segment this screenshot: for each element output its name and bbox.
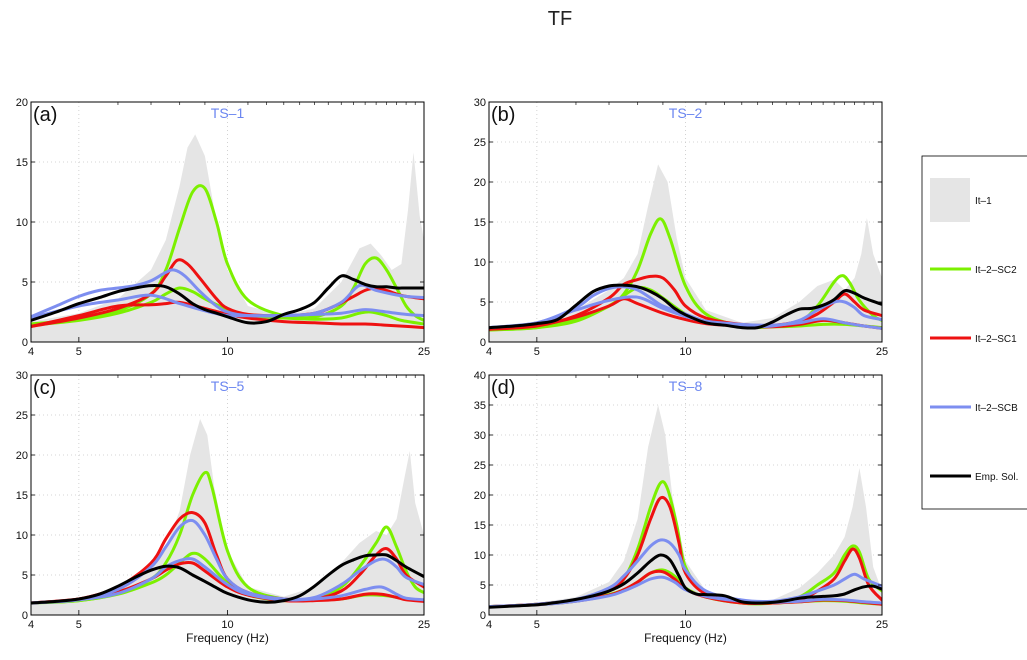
x-tick-label: 4 xyxy=(486,346,492,358)
y-tick-label: 0 xyxy=(480,337,486,349)
y-tick-label: 40 xyxy=(474,370,486,382)
legend-item-it-2-sc1: It–2–SC1 xyxy=(930,334,1017,345)
y-tick-label: 35 xyxy=(474,400,486,412)
series-line-it-2-scb xyxy=(489,295,882,330)
x-tick-label: 25 xyxy=(876,619,888,631)
x-tick-label: 10 xyxy=(221,619,233,631)
panel-3: 0 5 10 15 20 25 30 4 5 10 25 (c) TS–5 Frequency (Hz) xyxy=(16,370,430,645)
panel-title: TS–8 xyxy=(669,378,703,394)
series-line-it-2-scb xyxy=(489,538,882,609)
series-line-it-2-scb xyxy=(31,557,424,605)
y-tick-label: 0 xyxy=(22,610,28,622)
y-tick-label: 30 xyxy=(474,97,486,109)
panel-2: 0 5 10 15 20 25 30 4 5 10 25 (b) TS–2 xyxy=(474,97,888,358)
x-tick-label: 10 xyxy=(679,619,691,631)
series-group xyxy=(489,164,882,342)
y-tick-label: 0 xyxy=(22,337,28,349)
panel-title: TS–2 xyxy=(669,105,703,121)
series-line-emp-sol xyxy=(31,553,424,605)
y-tick-label: 30 xyxy=(16,370,28,382)
y-tick-label: 5 xyxy=(22,277,28,289)
series-line-it-2-scb xyxy=(31,518,424,605)
x-axis-label: Frequency (Hz) xyxy=(186,631,269,645)
legend-item-it-1: It–1 xyxy=(930,178,992,222)
x-tick-label: 4 xyxy=(28,346,34,358)
x-tick-label: 10 xyxy=(679,346,691,358)
series-group xyxy=(489,405,882,615)
x-tick-label: 25 xyxy=(418,346,430,358)
y-tick-label: 20 xyxy=(16,450,28,462)
panel-label: (d) xyxy=(491,377,515,399)
x-tick-label: 5 xyxy=(534,346,540,358)
y-tick-label: 5 xyxy=(480,580,486,592)
y-tick-label: 5 xyxy=(480,297,486,309)
panel-label: (b) xyxy=(491,104,515,126)
series-line-it-2-sc1 xyxy=(489,274,882,331)
legend-item-it-2-scb: It–2–SCB xyxy=(930,403,1018,414)
x-tick-label: 5 xyxy=(534,619,540,631)
x-tick-label: 25 xyxy=(876,346,888,358)
y-tick-label: 15 xyxy=(16,157,28,169)
y-tick-label: 20 xyxy=(474,490,486,502)
y-tick-label: 30 xyxy=(474,430,486,442)
legend-label: It–1 xyxy=(975,196,992,207)
y-tick-label: 25 xyxy=(16,410,28,422)
x-tick-label: 5 xyxy=(76,346,82,358)
legend-label: It–2–SCB xyxy=(975,403,1018,414)
legend-item-emp-sol: Emp. Sol. xyxy=(930,472,1018,483)
panel-label: (a) xyxy=(33,104,57,126)
y-tick-label: 15 xyxy=(474,217,486,229)
x-tick-label: 4 xyxy=(28,619,34,631)
y-tick-label: 5 xyxy=(22,570,28,582)
y-tick-label: 25 xyxy=(474,137,486,149)
y-tick-label: 20 xyxy=(16,97,28,109)
y-tick-label: 15 xyxy=(474,520,486,532)
series-group xyxy=(31,134,424,342)
legend-label: It–2–SC2 xyxy=(975,265,1017,276)
legend: It–1 It–2–SC2 It–2–SC1 It–2–SCB Emp. Sol. xyxy=(921,155,1027,510)
series-line-emp-sol xyxy=(489,283,882,330)
x-tick-label: 5 xyxy=(76,619,82,631)
y-tick-label: 10 xyxy=(16,530,28,542)
x-tick-label: 4 xyxy=(486,619,492,631)
y-tick-label: 15 xyxy=(16,490,28,502)
series-line-it-2-scb xyxy=(489,575,882,609)
y-tick-label: 0 xyxy=(480,610,486,622)
legend-label: It–2–SC1 xyxy=(975,334,1017,345)
series-line-it-2-scb xyxy=(31,293,424,320)
x-tick-label: 10 xyxy=(221,346,233,358)
figure-title: TF xyxy=(547,8,573,30)
y-tick-label: 10 xyxy=(474,550,486,562)
x-tick-label: 25 xyxy=(418,619,430,631)
legend-item-it-2-sc2: It–2–SC2 xyxy=(930,265,1017,276)
panel-label: (c) xyxy=(33,377,56,399)
panel-title: TS–5 xyxy=(211,378,245,394)
series-line-emp-sol xyxy=(489,553,882,609)
panel-1: 0 5 10 15 20 4 5 10 25 (a) TS–1 xyxy=(16,97,430,358)
panel-title: TS–1 xyxy=(211,105,245,121)
y-tick-label: 25 xyxy=(474,460,486,472)
legend-swatch-area xyxy=(930,178,970,222)
series-line-emp-sol xyxy=(31,274,424,325)
y-tick-label: 10 xyxy=(16,217,28,229)
x-axis-label: Frequency (Hz) xyxy=(644,631,727,645)
legend-label: Emp. Sol. xyxy=(975,472,1018,483)
y-tick-label: 20 xyxy=(474,177,486,189)
series-group xyxy=(31,419,424,615)
y-tick-label: 10 xyxy=(474,257,486,269)
